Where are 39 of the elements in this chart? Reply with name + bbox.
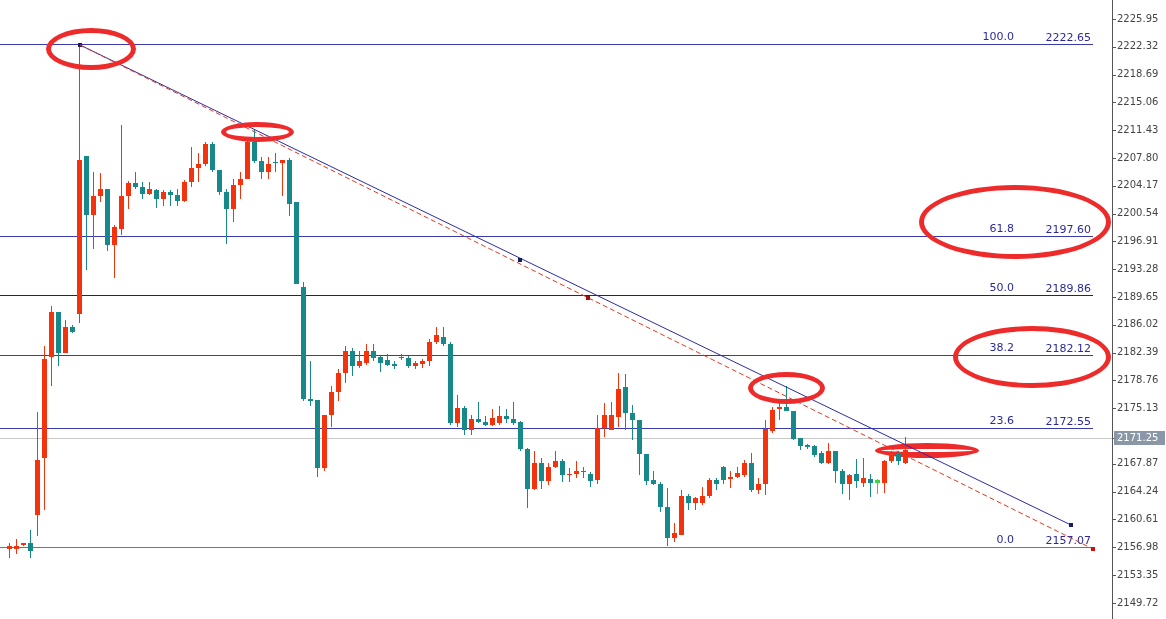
candlestick (567, 468, 572, 482)
y-tick-label: 2156.98 (1117, 540, 1159, 552)
y-tick-label: 2175.13 (1117, 401, 1159, 413)
y-tick-label: 2149.72 (1117, 596, 1159, 608)
y-tick-label: 2225.95 (1117, 12, 1159, 24)
ref-line-label: 2189.86 (1045, 281, 1091, 295)
candlestick (581, 467, 586, 478)
y-tick-label: 2160.61 (1117, 513, 1159, 525)
y-tick-label: 2215.06 (1117, 96, 1159, 108)
candlestick (280, 160, 285, 196)
y-tick-label: 2211.43 (1117, 123, 1159, 135)
y-tick-label: 2193.28 (1117, 262, 1159, 274)
y-tick-label: 2182.39 (1117, 346, 1159, 358)
annotation: 50.0 (989, 281, 1014, 295)
y-tick-label: 2189.65 (1117, 290, 1159, 302)
y-tick-label: 2218.69 (1117, 68, 1159, 80)
y-tick-label: 2207.80 (1117, 151, 1159, 163)
y-tick-label: 2178.76 (1117, 374, 1159, 386)
ref-line-label: 2172.55 (1045, 414, 1091, 428)
y-tick-label: 2200.54 (1117, 207, 1159, 219)
ref-line-label: 2197.60 (1045, 222, 1091, 236)
ref-line-label: 2157.07 (1045, 533, 1091, 547)
y-tick-label: 2153.35 (1117, 568, 1159, 580)
y-tick-label: 2164.24 (1117, 485, 1159, 497)
annotation: 0.0 (996, 533, 1014, 547)
y-tick-label: 2186.02 (1117, 318, 1159, 330)
candlestick (273, 153, 278, 172)
y-tick-label: 2204.17 (1117, 179, 1159, 191)
ref-line-label: 2182.12 (1045, 341, 1091, 355)
y-tick-label: 2171.25 (1117, 431, 1159, 443)
candlestick (308, 361, 313, 406)
annotation: 23.6 (989, 414, 1014, 428)
y-tick-label: 2167.87 (1117, 457, 1159, 469)
ref-line-label: 2222.65 (1045, 30, 1091, 44)
annotation: 38.2 (989, 341, 1014, 355)
annotation: 100.0 (982, 30, 1014, 44)
annotation: 61.8 (989, 222, 1014, 236)
y-tick-label: 2196.91 (1117, 235, 1159, 247)
y-tick-label: 2222.32 (1117, 40, 1159, 52)
